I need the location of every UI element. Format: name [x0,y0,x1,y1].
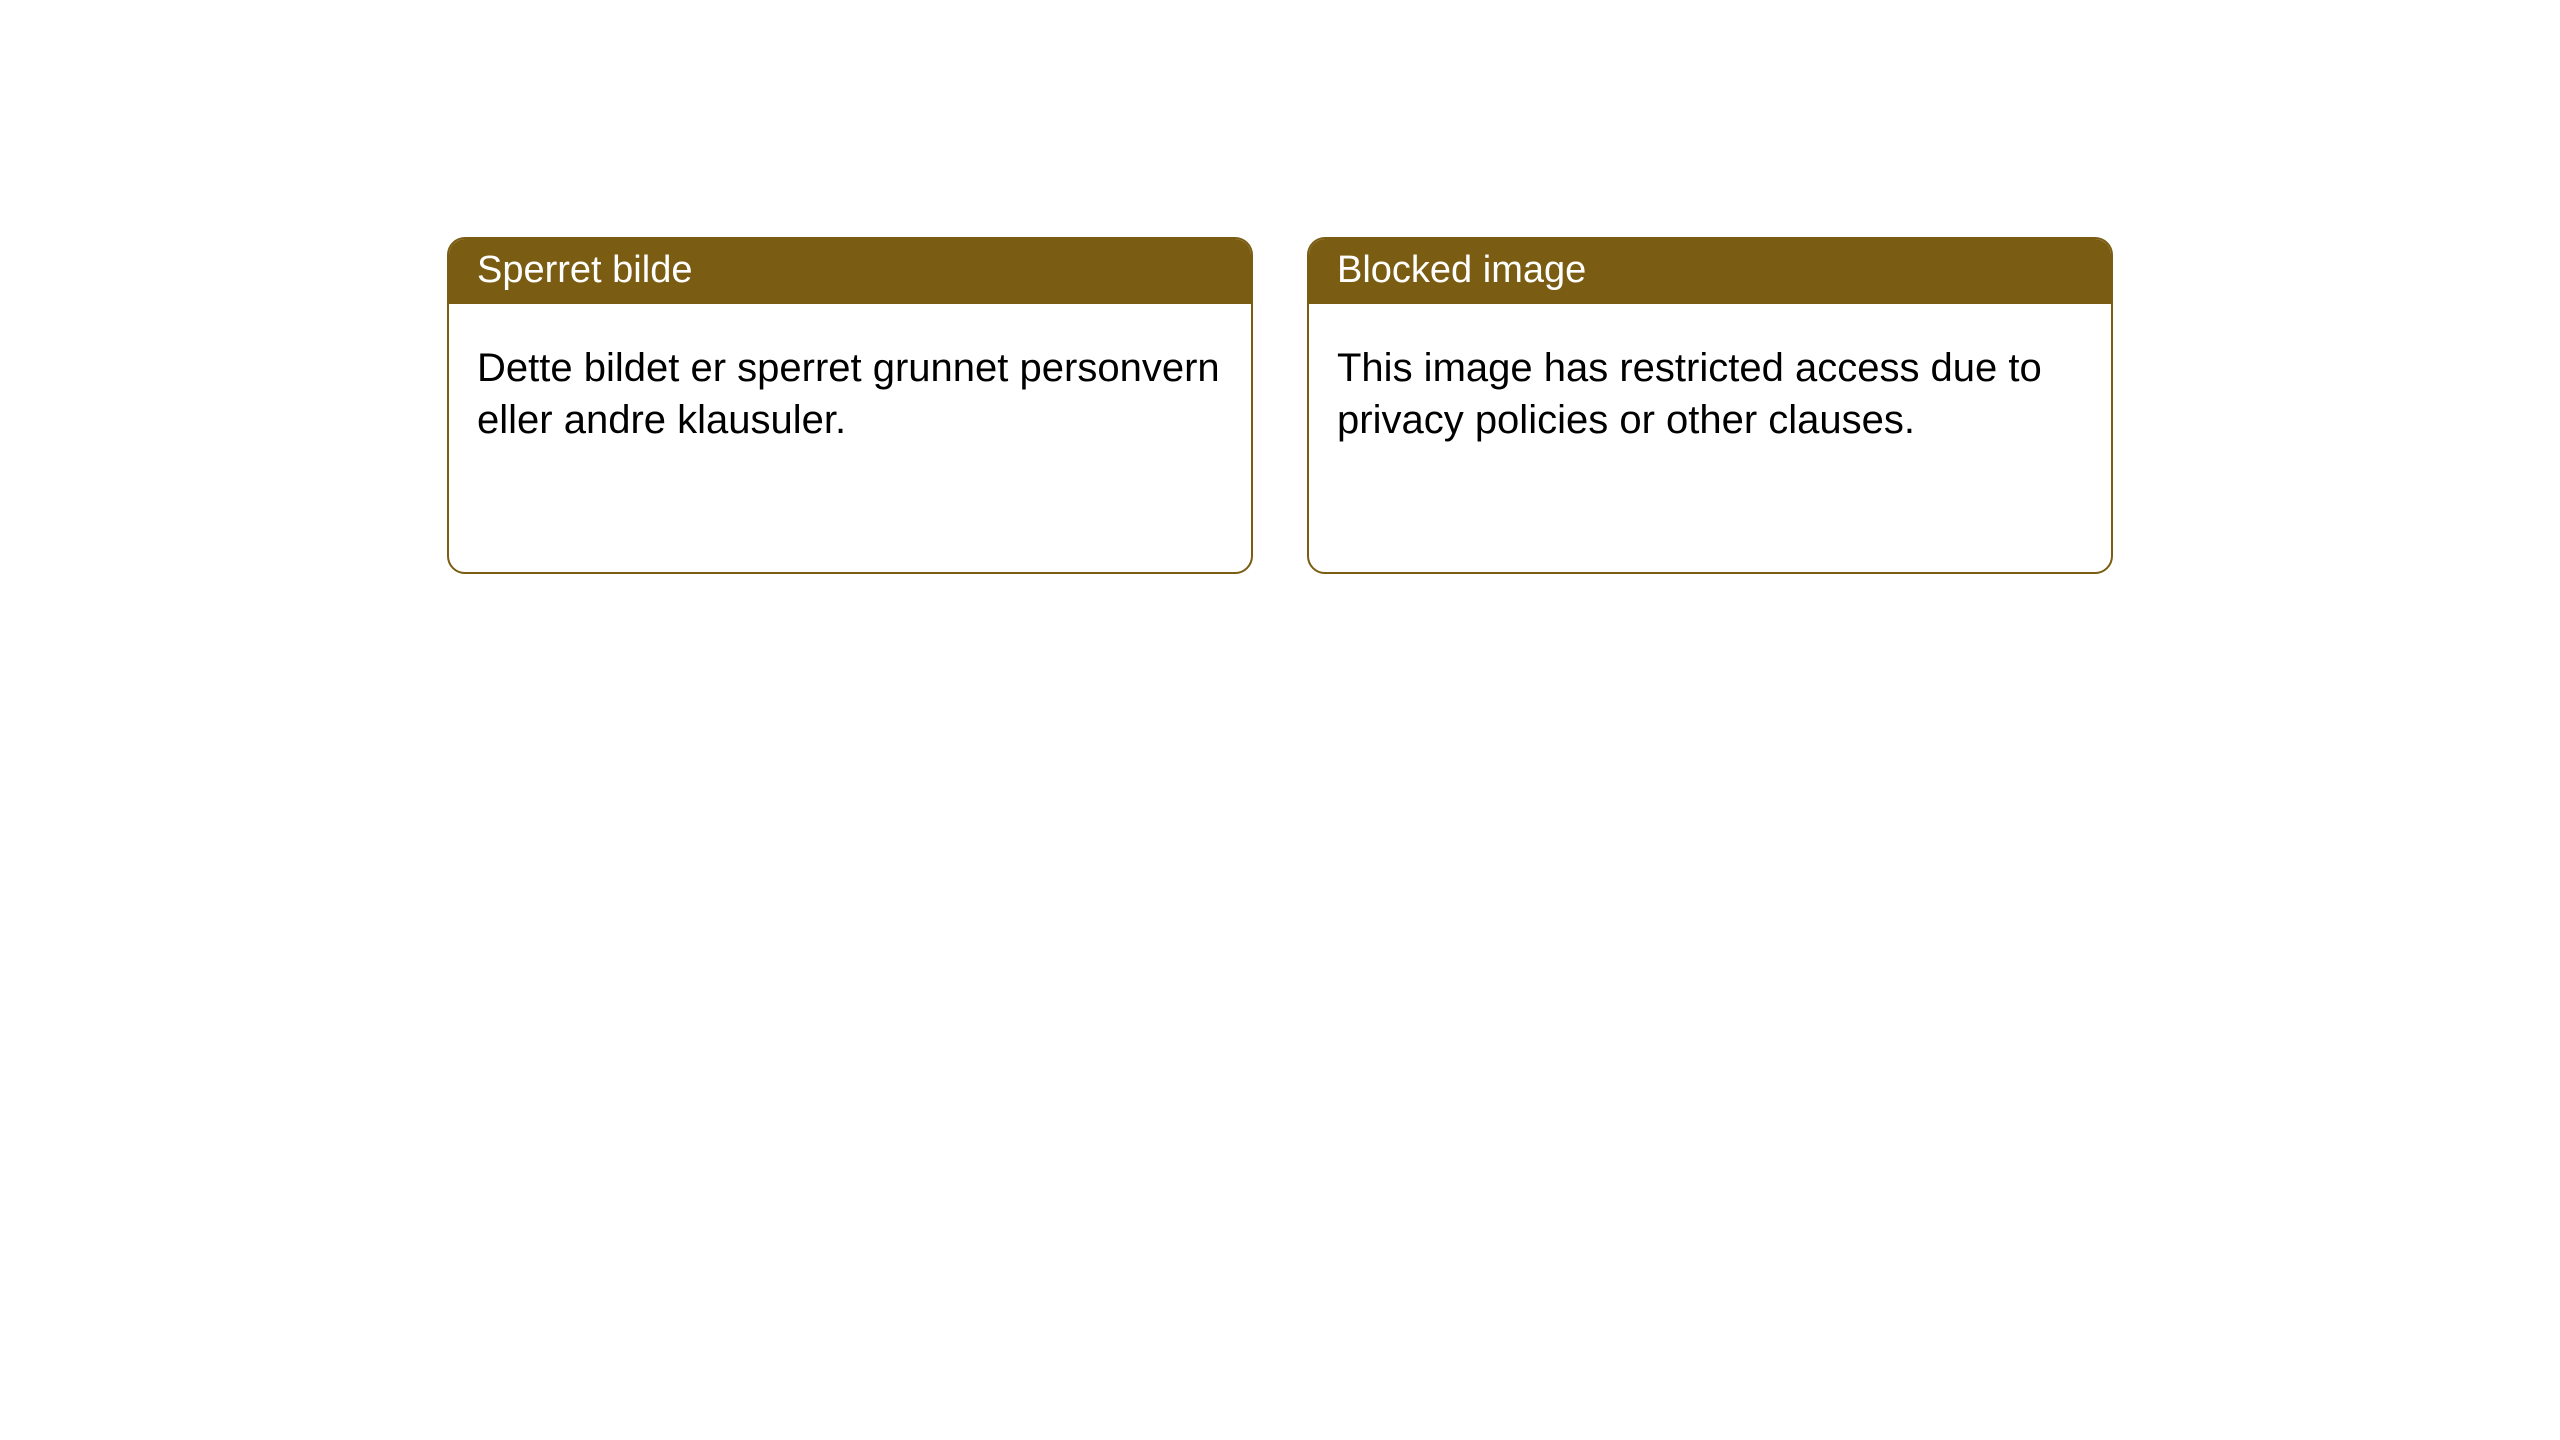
notice-card-norwegian: Sperret bilde Dette bildet er sperret gr… [447,237,1253,574]
notice-text: This image has restricted access due to … [1337,346,2042,442]
notice-container: Sperret bilde Dette bildet er sperret gr… [0,0,2560,574]
notice-header: Blocked image [1309,239,2111,304]
notice-text: Dette bildet er sperret grunnet personve… [477,346,1220,442]
notice-card-english: Blocked image This image has restricted … [1307,237,2113,574]
notice-title: Blocked image [1337,249,1586,291]
notice-title: Sperret bilde [477,249,692,291]
notice-body: Dette bildet er sperret grunnet personve… [449,304,1251,474]
notice-body: This image has restricted access due to … [1309,304,2111,474]
notice-header: Sperret bilde [449,239,1251,304]
